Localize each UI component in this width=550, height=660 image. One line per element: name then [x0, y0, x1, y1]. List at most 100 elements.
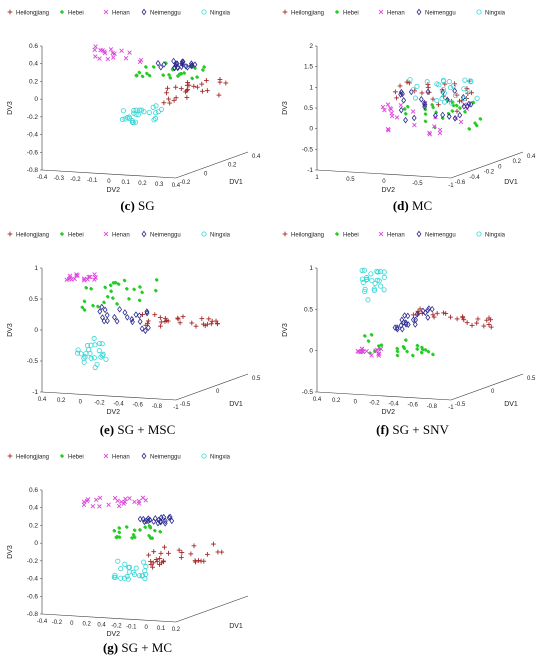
- data-point: [452, 115, 458, 122]
- data-point: [74, 350, 81, 356]
- data-point: [359, 346, 365, 352]
- data-point: [108, 283, 113, 288]
- data-point: [282, 9, 288, 15]
- data-point: [461, 86, 467, 92]
- data-point: [142, 327, 148, 335]
- axes: [41, 268, 249, 401]
- data-point: [110, 50, 115, 56]
- data-point: [180, 58, 186, 66]
- x-tick-label: -0.8: [427, 404, 438, 410]
- z-tick-label: -0.5: [302, 389, 314, 396]
- data-point: [431, 124, 437, 129]
- data-point: [118, 566, 124, 572]
- data-point: [93, 54, 98, 59]
- data-point: [138, 528, 142, 532]
- panel-e-letter: (e): [99, 422, 115, 437]
- data-point: [155, 59, 161, 67]
- x-tick-label: 0.2: [57, 398, 66, 404]
- data-point: [204, 88, 210, 94]
- legend: Heilongjiang Hebei Henan Neimenggu Ningxia: [7, 230, 231, 239]
- data-point: [152, 312, 158, 318]
- data-point: [103, 453, 109, 459]
- data-point: [91, 335, 97, 342]
- data-point: [182, 71, 186, 75]
- data-point: [132, 528, 137, 532]
- data-point: [60, 10, 64, 14]
- data-point: [97, 504, 102, 509]
- legend-label: Henan: [112, 233, 130, 239]
- data-point: [158, 514, 164, 521]
- panel-g-letter: (g): [102, 640, 119, 655]
- data-point: [398, 103, 404, 108]
- data-point: [464, 320, 470, 326]
- z-tick-label: 0.2: [29, 522, 38, 529]
- data-point: [418, 95, 424, 103]
- data-point: [204, 551, 210, 557]
- data-point: [106, 294, 110, 299]
- data-point: [434, 110, 438, 115]
- data-point: [411, 114, 417, 122]
- data-point: [104, 311, 110, 319]
- data-point: [452, 87, 458, 95]
- data-point: [420, 307, 426, 315]
- data-point: [116, 282, 121, 286]
- data-point: [165, 318, 171, 324]
- data-point: [201, 231, 207, 237]
- data-point: [420, 345, 424, 350]
- data-point: [188, 62, 194, 70]
- data-point: [378, 231, 384, 237]
- data-point: [99, 353, 105, 359]
- data-point: [404, 338, 408, 342]
- x-tick-label: 1: [315, 175, 319, 181]
- data-point: [468, 79, 474, 85]
- y-tick-label: 0: [491, 389, 495, 395]
- data-point: [153, 103, 159, 109]
- data-point: [82, 299, 87, 304]
- data-point: [405, 321, 411, 328]
- data-point: [366, 339, 371, 343]
- data-point: [206, 316, 212, 322]
- data-point: [151, 549, 157, 555]
- data-point: [175, 64, 181, 72]
- data-point: [452, 92, 458, 99]
- data-point: [412, 88, 418, 94]
- x-axis-label: DV2: [381, 409, 395, 416]
- data-point: [465, 88, 471, 94]
- legend-label: Neimenggu: [425, 233, 456, 239]
- data-point: [136, 573, 143, 579]
- points: [81, 495, 225, 582]
- data-point: [133, 565, 139, 571]
- data-point: [143, 563, 149, 570]
- data-point: [69, 277, 74, 282]
- data-point: [385, 126, 391, 132]
- legend-label: Ningxia: [210, 11, 231, 17]
- z-axis-label: DV3: [7, 323, 14, 337]
- data-point: [431, 314, 437, 320]
- legend-label: Henan: [387, 233, 405, 239]
- data-point: [454, 103, 459, 108]
- data-point: [140, 515, 146, 523]
- series-hebei: [80, 278, 159, 312]
- z-tick-label: 0.5: [29, 296, 38, 303]
- data-point: [461, 96, 467, 102]
- data-point: [166, 96, 172, 102]
- data-point: [335, 232, 339, 236]
- data-point: [147, 73, 152, 78]
- data-point: [382, 107, 387, 113]
- data-point: [199, 88, 205, 94]
- data-point: [461, 103, 467, 110]
- data-point: [414, 83, 420, 89]
- data-point: [412, 95, 418, 101]
- data-point: [406, 80, 412, 86]
- data-point: [126, 114, 132, 120]
- data-point: [484, 317, 490, 323]
- legend-entry: Henan: [103, 231, 130, 239]
- data-point: [84, 286, 88, 290]
- data-point: [156, 516, 162, 524]
- data-point: [436, 82, 442, 88]
- data-point: [92, 364, 98, 371]
- x-axis-line: [41, 613, 176, 623]
- data-point: [81, 276, 87, 281]
- legend-label: Neimenggu: [425, 11, 456, 17]
- points: [380, 77, 483, 137]
